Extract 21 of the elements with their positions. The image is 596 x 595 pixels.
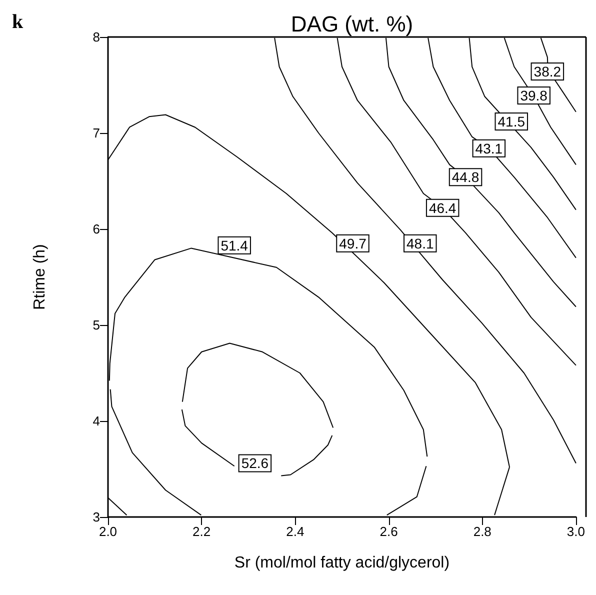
x-tick-label: 2.2 (192, 524, 211, 539)
annotation: 52.6 (241, 455, 269, 472)
x-tick-label: 3.0 (566, 524, 586, 539)
annotation: 48.1 (406, 235, 434, 252)
x-tick-label: 2.6 (380, 524, 398, 539)
y-tick-label: 6 (92, 222, 100, 236)
x-tick-label: 2.4 (286, 524, 304, 539)
x-tick-label: 2.8 (473, 524, 492, 539)
y-tick-label: 7 (92, 126, 100, 140)
text: k (12, 11, 24, 33)
x-axis-title: Sr (mol/mol fatty acid/glycerol) (234, 554, 450, 572)
annotation: 49.7 (339, 235, 367, 252)
annotation: 51.4 (220, 237, 248, 254)
y-tick-label: 4 (92, 414, 100, 428)
annotation: 41.5 (498, 113, 526, 130)
y-tick-label: 5 (92, 318, 100, 332)
chart-title: DAG (wt. %) (290, 12, 414, 36)
y-tick-label: 8 (92, 30, 100, 44)
x-tick-label: 2.0 (98, 524, 118, 539)
y-axis-title: Rtime (h) (32, 244, 48, 310)
y-tick-label: 3 (92, 510, 100, 524)
